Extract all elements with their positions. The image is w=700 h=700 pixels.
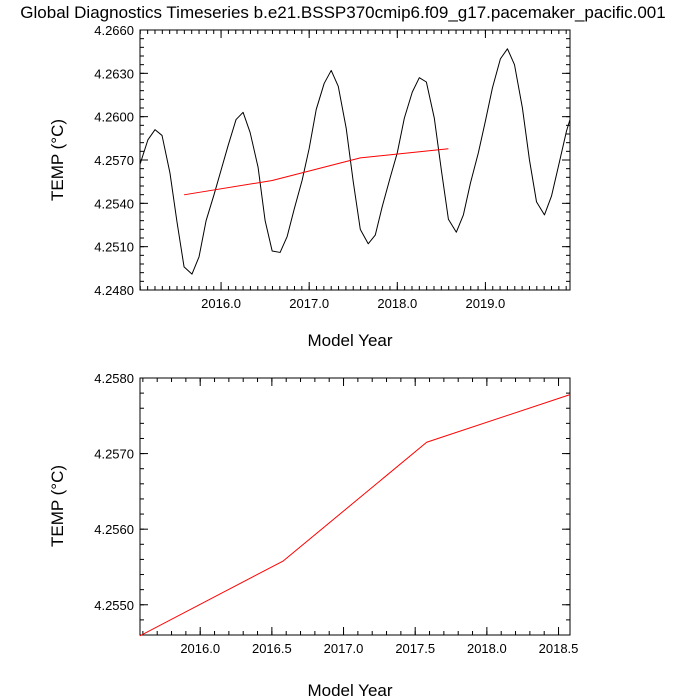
top-y-tick-label: 4.2630	[94, 66, 134, 81]
top-x-tick-label: 2016.0	[201, 296, 241, 311]
bottom-x-tick-label: 2016.5	[252, 641, 292, 656]
bottom-x-tick-label: 2017.0	[324, 641, 364, 656]
bottom-y-tick-label: 4.2560	[94, 522, 134, 537]
top-series-monthly-line	[139, 48, 571, 275]
bottom-y-tick-label: 4.2570	[94, 447, 134, 462]
top-y-tick-label: 4.2540	[94, 196, 134, 211]
top-y-tick-label: 4.2510	[94, 240, 134, 255]
top-y-tick-label: 4.2480	[94, 283, 134, 298]
top-panel: Model Year TEMP (°C) 4.2480 4.2510 4.2540 4…	[48, 23, 571, 350]
top-y-axis-label: TEMP (°C)	[48, 119, 67, 201]
top-x-tick-label: 2019.0	[466, 296, 506, 311]
bottom-plot-frame	[139, 377, 571, 636]
top-x-axis-label: Model Year	[307, 331, 392, 350]
top-y-tick-label: 4.2570	[94, 153, 134, 168]
bottom-y-tick-label: 4.2580	[94, 371, 134, 386]
top-x-tick-label: 2017.0	[289, 296, 329, 311]
top-series-annual-mean-line	[183, 148, 449, 196]
bottom-panel: Model Year TEMP (°C) 4.2550 4.2560 4.2570 4…	[48, 371, 578, 700]
top-y-tick-label: 4.2600	[94, 110, 134, 125]
bottom-x-tick-label: 2018.0	[467, 641, 507, 656]
top-y-tick-label: 4.2660	[94, 23, 134, 38]
bottom-x-tick-label: 2016.0	[180, 641, 220, 656]
top-x-tick-label: 2018.0	[377, 296, 417, 311]
bottom-x-tick-label: 2018.5	[539, 641, 579, 656]
bottom-y-axis-label: TEMP (°C)	[48, 465, 67, 547]
bottom-series-annual-mean-line	[139, 394, 571, 637]
bottom-x-tick-label: 2017.5	[395, 641, 435, 656]
bottom-x-axis-label: Model Year	[307, 681, 392, 700]
top-plot-frame	[139, 29, 571, 291]
bottom-y-tick-label: 4.2550	[94, 598, 134, 613]
figure-title: Global Diagnostics Timeseries b.e21.BSSP…	[20, 3, 665, 22]
